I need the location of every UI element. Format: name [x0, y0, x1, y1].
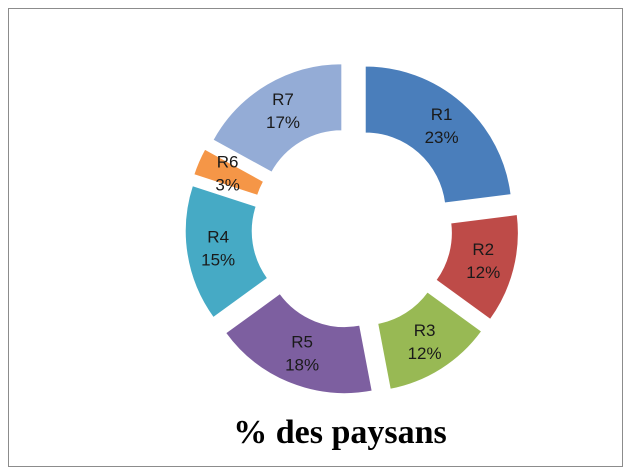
slice-value-label: 17% [266, 113, 300, 132]
slice [212, 63, 343, 173]
slice-value-label: 12% [466, 263, 500, 282]
slice-value-label: 23% [425, 128, 459, 147]
slice [193, 148, 265, 196]
slice-category-label: R3 [414, 321, 436, 340]
slice-category-label: R1 [431, 105, 453, 124]
slice-category-label: R2 [472, 240, 494, 259]
slice-category-label: R6 [217, 153, 239, 172]
slice [364, 65, 512, 204]
slice-category-label: R7 [272, 90, 294, 109]
slice [184, 185, 269, 319]
slice [377, 291, 483, 390]
slice-value-label: 18% [285, 355, 319, 374]
slice-value-label: 15% [201, 251, 235, 270]
chart-title: % des paysans [233, 414, 447, 451]
slice-category-label: R5 [291, 332, 313, 351]
slice [225, 292, 373, 395]
slice-value-label: 3% [215, 176, 240, 195]
slice [435, 213, 519, 321]
slice-value-label: 12% [408, 344, 442, 363]
slice-category-label: R4 [207, 228, 229, 247]
